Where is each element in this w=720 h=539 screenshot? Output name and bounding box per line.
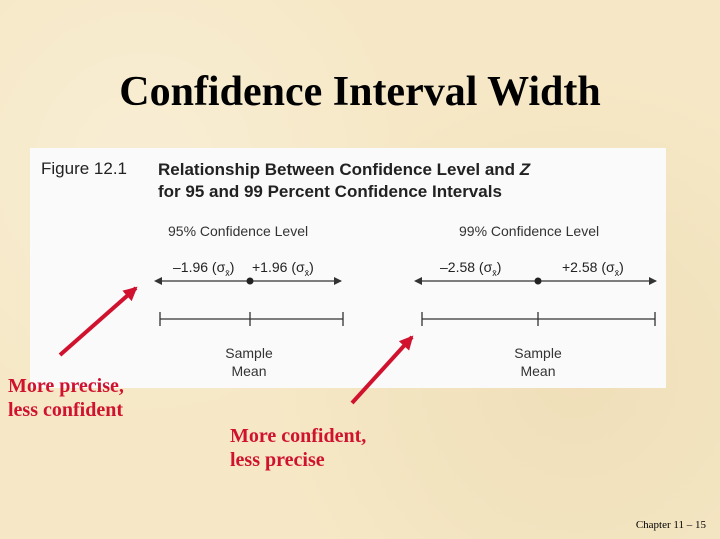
left-plus-label: +1.96 (σx̄) bbox=[252, 259, 314, 278]
slide-footer: Chapter 11 – 15 bbox=[635, 519, 706, 531]
right-sample-text: Sample bbox=[514, 345, 562, 361]
left-minus-text: –1.96 (σ bbox=[173, 259, 226, 275]
right-level-label: 99% Confidence Level bbox=[459, 223, 600, 239]
right-annotation-arrow bbox=[350, 335, 414, 405]
figure-title-z: Z bbox=[519, 160, 531, 179]
annotation-left-line2: less confident bbox=[8, 399, 123, 421]
slide-title: Confidence Interval Width bbox=[119, 69, 601, 115]
annotation-right: More confident, less precise bbox=[230, 424, 366, 472]
figure-title-main: Relationship Between Confidence Level an… bbox=[158, 160, 520, 179]
right-sample-mean: Sample Mean bbox=[498, 344, 578, 380]
figure-title-line2: for 95 and 99 Percent Confidence Interva… bbox=[158, 182, 502, 201]
left-mean-text: Mean bbox=[231, 363, 267, 379]
right-plus-text: +2.58 (σ bbox=[562, 259, 615, 275]
left-sample-text: Sample bbox=[225, 345, 273, 361]
right-plus-label: +2.58 (σx̄) bbox=[562, 259, 624, 278]
figure-label: Figure 12.1 bbox=[41, 159, 127, 178]
annotation-right-line1: More confident, bbox=[230, 425, 367, 447]
right-interval-arrow bbox=[414, 277, 657, 285]
left-annotation-arrow bbox=[58, 286, 138, 357]
annotation-right-line2: less precise bbox=[230, 449, 325, 471]
right-minus-text: –2.58 (σ bbox=[440, 259, 493, 275]
left-plus-text: +1.96 (σ bbox=[252, 259, 305, 275]
annotation-left-line1: More precise, bbox=[8, 375, 124, 397]
left-scale-bar bbox=[159, 312, 344, 326]
left-level-label: 95% Confidence Level bbox=[168, 223, 309, 239]
right-mean-text: Mean bbox=[520, 363, 556, 379]
right-minus-label: –2.58 (σx̄) bbox=[440, 259, 502, 278]
left-minus-label: –1.96 (σx̄) bbox=[173, 259, 235, 278]
left-sample-mean: Sample Mean bbox=[209, 344, 289, 380]
left-interval-arrow bbox=[154, 277, 342, 285]
figure-panel: Figure 12.1 Relationship Between Confide… bbox=[30, 148, 666, 388]
annotation-left: More precise, less confident bbox=[8, 374, 124, 422]
right-scale-bar bbox=[421, 312, 656, 326]
figure-title: Relationship Between Confidence Level an… bbox=[158, 159, 658, 203]
